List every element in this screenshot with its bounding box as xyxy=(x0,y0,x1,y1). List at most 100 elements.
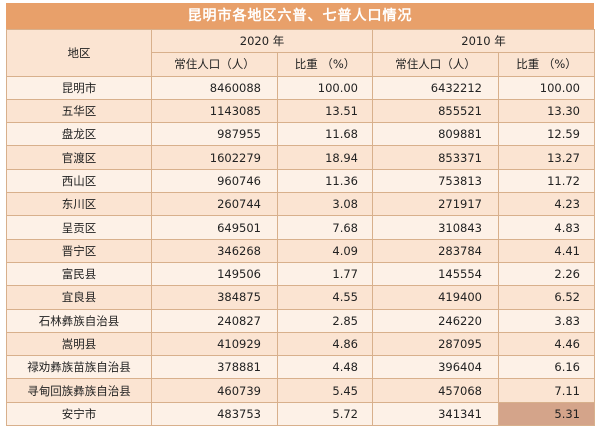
year-2020-header: 2020 年 xyxy=(151,28,373,54)
pop-2010-cell: 457068 xyxy=(372,378,499,403)
region-cell: 官渡区 xyxy=(6,145,152,170)
pct-2020-cell: 3.08 xyxy=(277,192,373,217)
pop-2020-cell: 384875 xyxy=(151,285,278,310)
region-cell: 昆明市 xyxy=(6,75,152,100)
table-row: 西山区 960746 11.36 753813 11.72 xyxy=(6,168,595,194)
pct-2010-cell: 4.46 xyxy=(498,331,595,357)
region-cell: 盘龙区 xyxy=(6,122,152,147)
region-cell: 晋宁区 xyxy=(6,238,152,263)
pop-2020-cell: 378881 xyxy=(151,355,278,380)
pct-2020-cell: 5.45 xyxy=(277,378,373,403)
pop-2020-cell: 1602279 xyxy=(151,145,278,170)
table-row: 嵩明县 410929 4.86 287095 4.46 xyxy=(6,331,595,357)
pop-2010-cell: 855521 xyxy=(372,98,499,124)
pop-2010-cell: 246220 xyxy=(372,308,499,333)
table-row: 昆明市 8460088 100.00 6432212 100.00 xyxy=(6,75,595,100)
table-row: 安宁市 483753 5.72 341341 5.31 xyxy=(6,401,595,427)
pop-2020-header: 常住人口（人） xyxy=(151,52,278,77)
pop-2010-cell: 271917 xyxy=(372,192,499,217)
region-header: 地区 xyxy=(6,29,152,77)
region-cell: 东川区 xyxy=(6,192,152,217)
pct-2020-cell: 11.36 xyxy=(277,168,373,194)
pop-2020-cell: 987955 xyxy=(151,122,278,147)
pct-2020-cell: 1.77 xyxy=(277,261,373,287)
pop-2020-cell: 1143085 xyxy=(151,98,278,124)
pop-2010-cell: 341341 xyxy=(372,401,499,427)
pct-2020-cell: 100.00 xyxy=(277,75,373,100)
pct-2020-cell: 4.86 xyxy=(277,331,373,357)
pop-2010-cell: 753813 xyxy=(372,168,499,194)
header-row-fields: 常住人口（人） 比重 （%） 常住人口（人） 比重 （%） xyxy=(7,52,595,77)
region-cell: 五华区 xyxy=(6,98,152,124)
pct-2020-cell: 13.51 xyxy=(277,98,373,124)
pct-2010-cell: 6.16 xyxy=(498,355,595,380)
pct-2010-cell: 5.31 xyxy=(498,401,595,427)
region-cell: 安宁市 xyxy=(6,401,152,427)
pop-2010-cell: 6432212 xyxy=(372,75,499,100)
region-cell: 宜良县 xyxy=(6,285,152,310)
pct-2010-cell: 6.52 xyxy=(498,285,595,310)
pop-2020-cell: 8460088 xyxy=(151,75,278,100)
table-row: 东川区 260744 3.08 271917 4.23 xyxy=(6,192,595,217)
population-table-frame: 昆明市各地区六普、七普人口情况 地区 2020 年 2010 年 常住人口（人）… xyxy=(6,3,595,427)
table-row: 富民县 149506 1.77 145554 2.26 xyxy=(6,261,595,287)
pct-2010-cell: 100.00 xyxy=(498,75,595,100)
pop-2020-cell: 410929 xyxy=(151,331,278,357)
table-row: 寻甸回族彝族自治县 460739 5.45 457068 7.11 xyxy=(6,378,595,403)
pct-2010-header: 比重 （%） xyxy=(498,52,595,77)
pop-2010-cell: 283784 xyxy=(372,238,499,263)
table-row: 晋宁区 346268 4.09 283784 4.41 xyxy=(6,238,595,263)
table-title: 昆明市各地区六普、七普人口情况 xyxy=(6,3,594,29)
region-cell: 西山区 xyxy=(6,168,152,194)
table-row: 宜良县 384875 4.55 419400 6.52 xyxy=(6,285,595,310)
pop-2020-cell: 260744 xyxy=(151,192,278,217)
table-row: 石林彝族自治县 240827 2.85 246220 3.83 xyxy=(6,308,595,333)
population-table: 地区 2020 年 2010 年 常住人口（人） 比重 （%） 常住人口（人） … xyxy=(6,28,595,427)
pop-2010-cell: 419400 xyxy=(372,285,499,310)
pop-2010-cell: 396404 xyxy=(372,355,499,380)
pop-2020-cell: 149506 xyxy=(151,261,278,287)
header-row-years: 地区 2020 年 2010 年 xyxy=(6,28,595,77)
year-2010-header: 2010 年 xyxy=(372,28,595,54)
pct-2020-cell: 4.09 xyxy=(277,238,373,263)
pop-2020-cell: 649501 xyxy=(151,215,278,240)
pct-2010-cell: 4.41 xyxy=(498,238,595,263)
pop-2020-cell: 240827 xyxy=(151,308,278,333)
pop-2010-cell: 310843 xyxy=(372,215,499,240)
pop-2010-cell: 145554 xyxy=(372,261,499,287)
pct-2010-cell: 4.83 xyxy=(498,215,595,240)
pct-2010-cell: 7.11 xyxy=(498,378,595,403)
region-cell: 石林彝族自治县 xyxy=(6,308,152,333)
pop-2020-cell: 346268 xyxy=(151,238,278,263)
pop-2020-cell: 460739 xyxy=(151,378,278,403)
pop-2010-header: 常住人口（人） xyxy=(372,52,499,77)
pct-2020-cell: 7.68 xyxy=(277,215,373,240)
table-row: 官渡区 1602279 18.94 853371 13.27 xyxy=(6,145,595,170)
pct-2010-cell: 11.72 xyxy=(498,168,595,194)
pct-2010-cell: 13.30 xyxy=(498,98,595,124)
region-cell: 呈贡区 xyxy=(6,215,152,240)
region-cell: 嵩明县 xyxy=(6,331,152,357)
pct-2010-cell: 13.27 xyxy=(498,145,595,170)
pct-2020-cell: 11.68 xyxy=(277,122,373,147)
pct-2010-cell: 3.83 xyxy=(498,308,595,333)
pct-2020-cell: 5.72 xyxy=(277,401,373,427)
pop-2010-cell: 809881 xyxy=(372,122,499,147)
pop-2020-cell: 960746 xyxy=(151,168,278,194)
table-row: 呈贡区 649501 7.68 310843 4.83 xyxy=(6,215,595,240)
table-row: 禄劝彝族苗族自治县 378881 4.48 396404 6.16 xyxy=(6,355,595,380)
table-row: 五华区 1143085 13.51 855521 13.30 xyxy=(6,98,595,124)
pct-2010-cell: 12.59 xyxy=(498,122,595,147)
pct-2010-cell: 2.26 xyxy=(498,261,595,287)
pct-2020-header: 比重 （%） xyxy=(277,52,373,77)
region-cell: 富民县 xyxy=(6,261,152,287)
pct-2020-cell: 4.48 xyxy=(277,355,373,380)
pct-2010-cell: 4.23 xyxy=(498,192,595,217)
pct-2020-cell: 4.55 xyxy=(277,285,373,310)
region-cell: 寻甸回族彝族自治县 xyxy=(6,378,152,403)
region-cell: 禄劝彝族苗族自治县 xyxy=(6,355,152,380)
pct-2020-cell: 2.85 xyxy=(277,308,373,333)
table-row: 盘龙区 987955 11.68 809881 12.59 xyxy=(6,122,595,147)
pct-2020-cell: 18.94 xyxy=(277,145,373,170)
pop-2010-cell: 287095 xyxy=(372,331,499,357)
